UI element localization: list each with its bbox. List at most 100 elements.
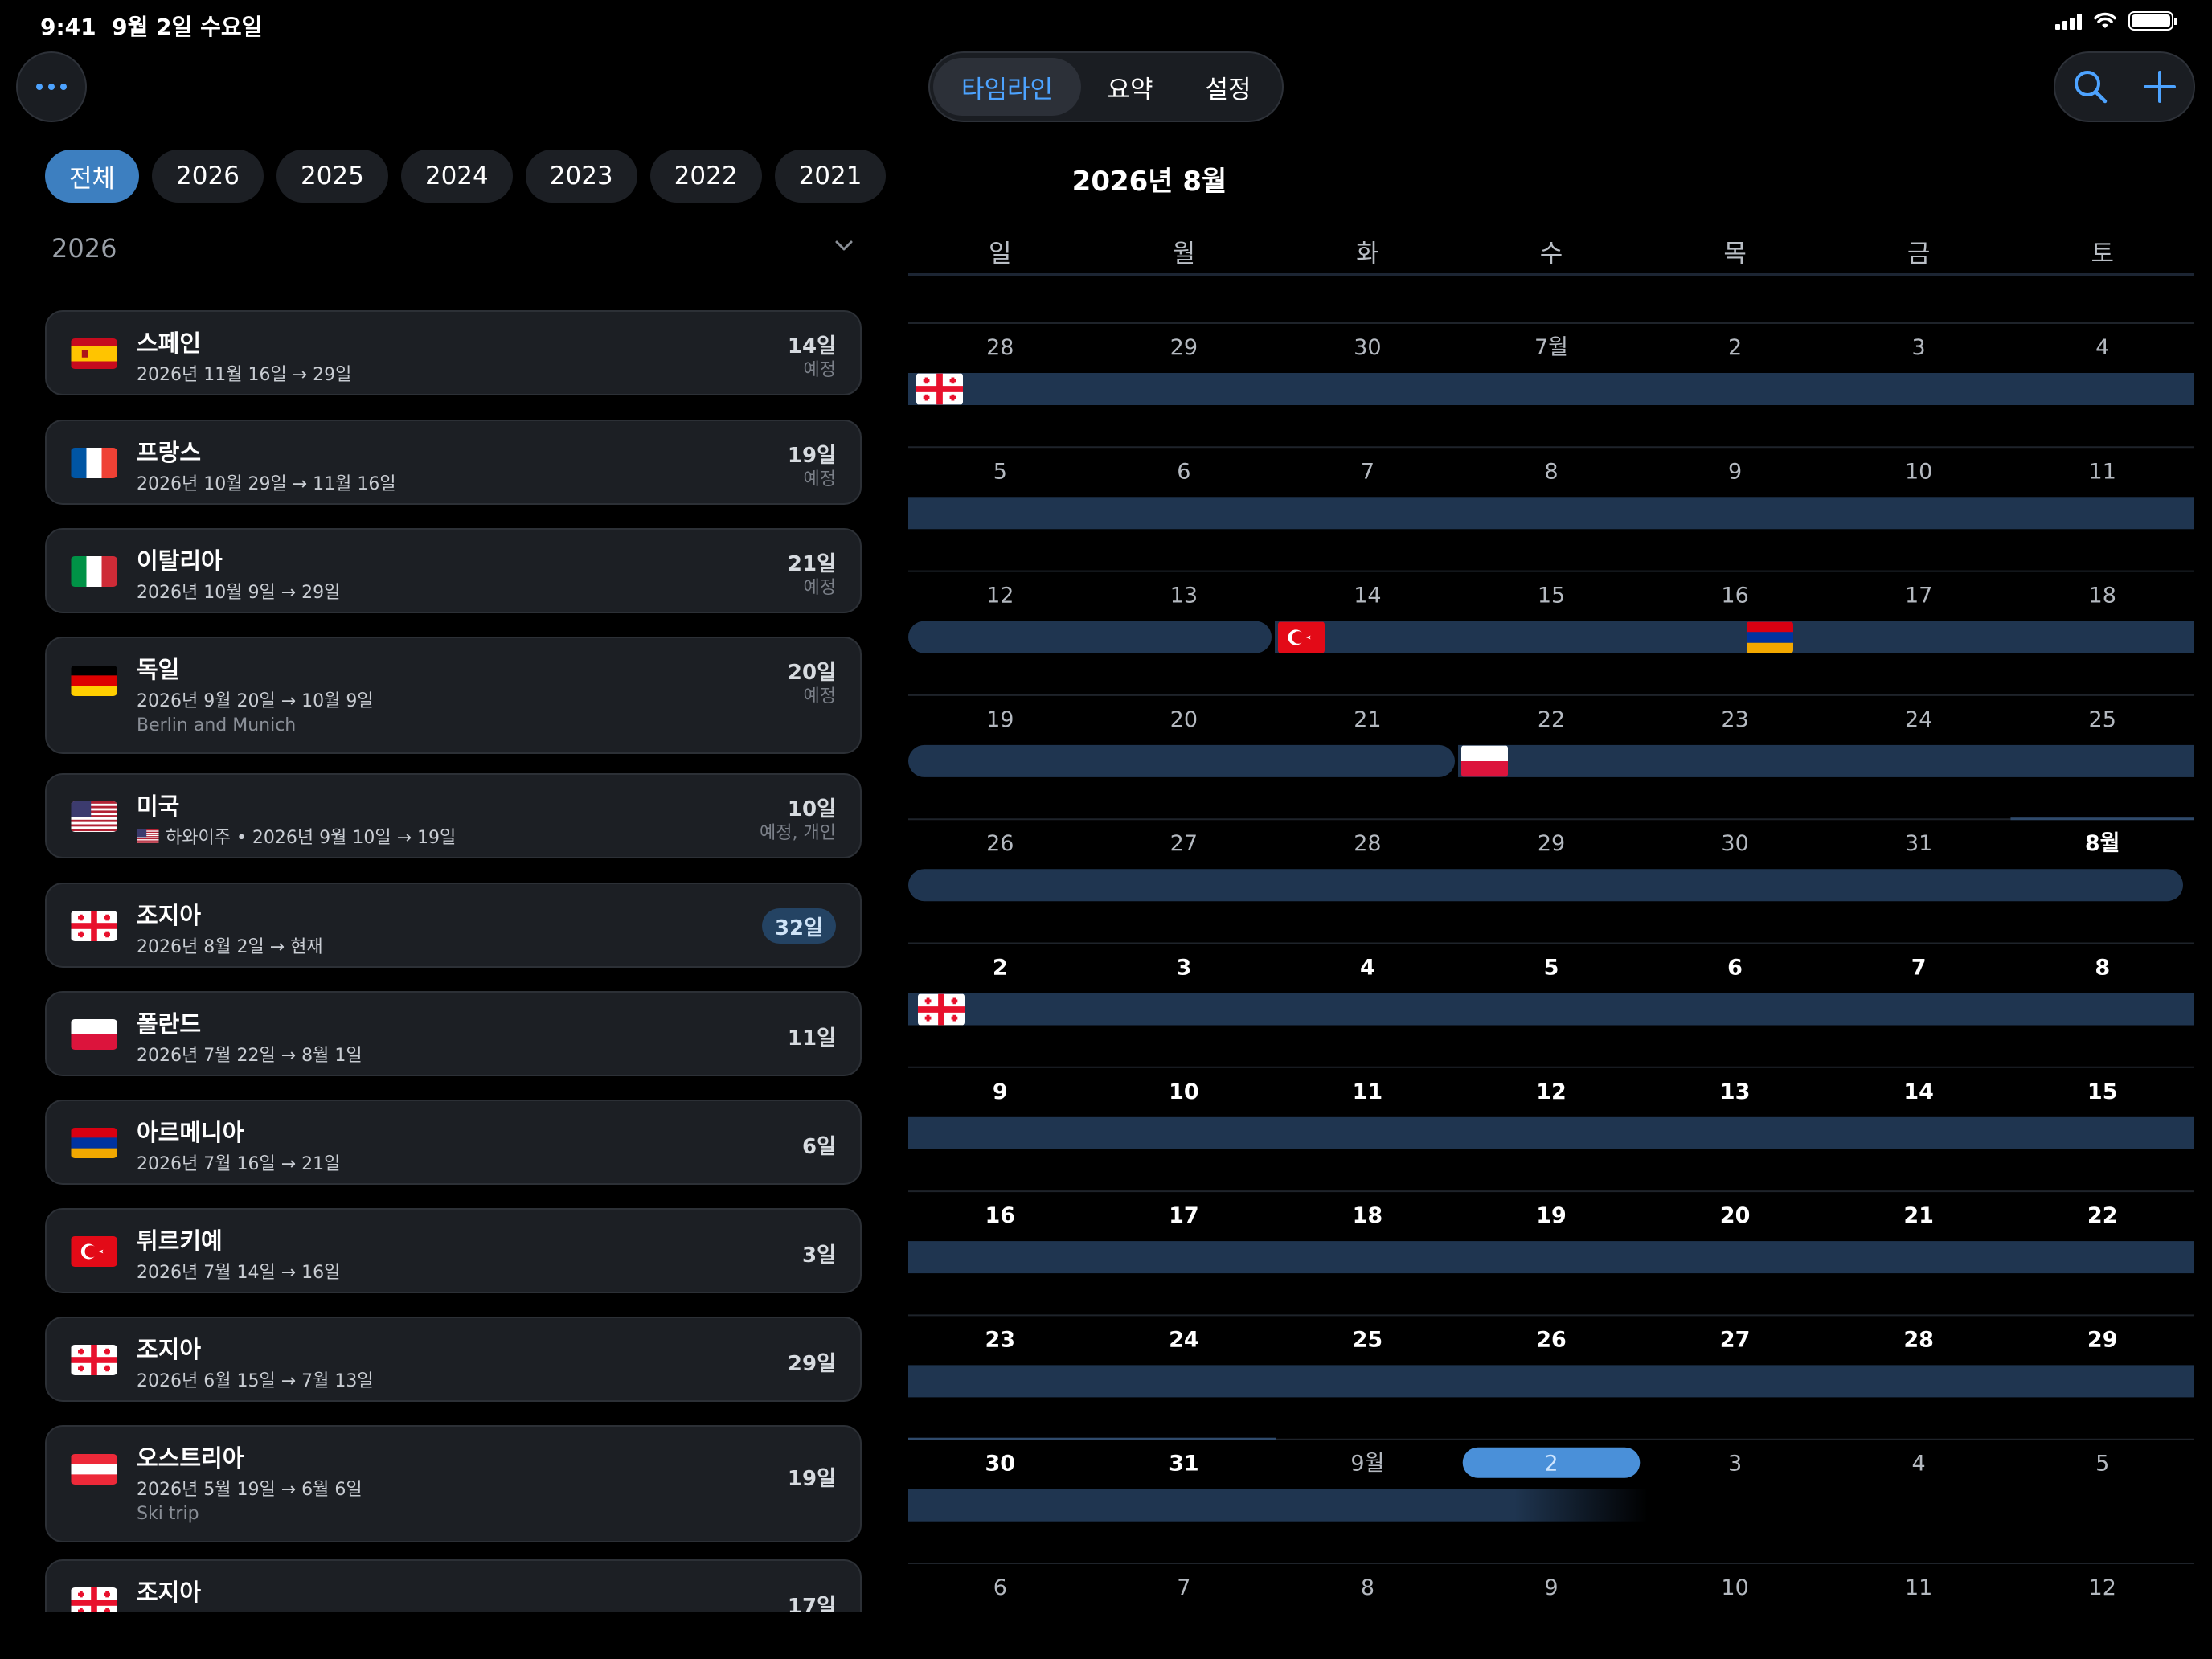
calendar-day-number[interactable]: 21 xyxy=(1354,707,1381,732)
calendar-day-number[interactable]: 27 xyxy=(1170,831,1198,856)
calendar-day-number[interactable]: 15 xyxy=(2087,1079,2118,1104)
calendar-day-number[interactable]: 13 xyxy=(1170,584,1198,608)
tab-summary[interactable]: 요약 xyxy=(1107,75,1153,104)
calendar-day-number[interactable]: 8 xyxy=(2095,956,2110,981)
calendar-day-number[interactable]: 4 xyxy=(2095,335,2109,360)
calendar-day-number[interactable]: 9월 xyxy=(1350,1452,1384,1477)
chevron-down-icon[interactable] xyxy=(834,240,854,252)
calendar-day-number[interactable]: 24 xyxy=(1905,707,1932,732)
calendar-day-number[interactable]: 7 xyxy=(1911,956,1927,981)
calendar-day-number[interactable]: 31 xyxy=(1905,831,1932,856)
calendar-day-number[interactable]: 14 xyxy=(1354,584,1381,608)
trip-bar-georgia[interactable] xyxy=(908,993,2194,1026)
calendar-day-number[interactable]: 25 xyxy=(2089,707,2116,732)
calendar-day-number[interactable]: 31 xyxy=(1169,1452,1199,1477)
trip-card[interactable]: 스페인 2026년 11월 16일 → 29일 14일 예정 xyxy=(45,310,862,395)
trip-bar-georgia[interactable] xyxy=(908,1116,2194,1149)
trip-card[interactable]: 미국 하와이주 • 2026년 9월 10일 → 19일 10일 예정, 개인 xyxy=(45,773,862,858)
filter-chip-year[interactable]: 2023 xyxy=(525,150,637,203)
calendar-day-number[interactable]: 12 xyxy=(1536,1079,1567,1104)
filter-chip-all[interactable]: 전체 xyxy=(45,150,140,203)
calendar-day-number[interactable]: 21 xyxy=(1903,1203,1934,1228)
calendar-day-number[interactable]: 27 xyxy=(1720,1327,1751,1352)
calendar-day-number[interactable]: 29 xyxy=(1170,335,1198,360)
calendar-day-number[interactable]: 11 xyxy=(2089,459,2116,484)
trip-card[interactable]: 폴란드 2026년 7월 22일 → 8월 1일 11일 xyxy=(45,991,862,1076)
calendar-day-number[interactable]: 9 xyxy=(1728,459,1742,484)
trip-card[interactable]: 이탈리아 2026년 10월 9일 → 29일 21일 예정 xyxy=(45,528,862,613)
calendar-day-number[interactable]: 25 xyxy=(1353,1327,1383,1352)
trip-bar-georgia[interactable] xyxy=(908,497,2194,530)
calendar-day-number[interactable]: 16 xyxy=(1721,584,1748,608)
calendar-day-number[interactable]: 11 xyxy=(1353,1079,1383,1104)
calendar-day-number[interactable]: 16 xyxy=(985,1203,1015,1228)
calendar-day-number[interactable]: 20 xyxy=(1720,1203,1751,1228)
trip-bar-georgia[interactable] xyxy=(908,1241,2194,1274)
calendar-day-number[interactable]: 28 xyxy=(1903,1327,1934,1352)
calendar-day-number[interactable]: 8 xyxy=(1361,1575,1374,1600)
calendar-day-number[interactable]: 9 xyxy=(1544,1575,1558,1600)
calendar-day-number[interactable]: 12 xyxy=(2089,1575,2116,1600)
calendar-day-number[interactable]: 14 xyxy=(1903,1079,1934,1104)
calendar-day-number[interactable]: 5 xyxy=(1544,956,1559,981)
calendar-day-number[interactable]: 17 xyxy=(1169,1203,1199,1228)
calendar-day-number[interactable]: 7월 xyxy=(1534,335,1568,360)
calendar-day-number[interactable]: 2 xyxy=(1728,335,1742,360)
calendar-day-number[interactable]: 23 xyxy=(985,1327,1015,1352)
filter-chip-year[interactable]: 2026 xyxy=(152,150,264,203)
calendar-day-number[interactable]: 18 xyxy=(2089,584,2116,608)
calendar-day-number[interactable]: 10 xyxy=(1905,459,1932,484)
calendar-day-number[interactable]: 22 xyxy=(2087,1203,2118,1228)
trip-card[interactable]: 아르메니아 2026년 7월 16일 → 21일 6일 xyxy=(45,1100,862,1185)
search-icon[interactable] xyxy=(2071,68,2110,106)
filter-chip-year[interactable]: 2025 xyxy=(276,150,388,203)
calendar-day-number[interactable]: 3 xyxy=(1176,956,1191,981)
calendar-day-number[interactable]: 30 xyxy=(1354,335,1381,360)
calendar-day-number[interactable]: 2 xyxy=(993,956,1008,981)
calendar-day-number[interactable]: 6 xyxy=(1727,956,1743,981)
tab-timeline[interactable]: 타임라인 xyxy=(933,58,1081,116)
trip-card[interactable]: 오스트리아 2026년 5월 19일 → 6월 6일 Ski trip 19일 xyxy=(45,1425,862,1542)
calendar-day-number[interactable]: 28 xyxy=(986,335,1014,360)
calendar-day-number[interactable]: 8월 xyxy=(2085,831,2120,856)
calendar-day-number[interactable]: 26 xyxy=(1536,1327,1567,1352)
trip-bar-armenia[interactable] xyxy=(1744,621,2194,653)
add-icon[interactable] xyxy=(2142,69,2177,104)
trip-card[interactable]: 프랑스 2026년 10월 29일 → 11월 16일 19일 예정 xyxy=(45,420,862,505)
calendar-day-number[interactable]: 10 xyxy=(1721,1575,1748,1600)
trip-bar-georgia[interactable] xyxy=(908,373,2194,405)
trip-bar-georgia-current[interactable] xyxy=(908,1489,1648,1522)
calendar-day-number[interactable]: 26 xyxy=(986,831,1014,856)
calendar-day-number[interactable]: 5 xyxy=(993,459,1007,484)
calendar-day-number[interactable]: 22 xyxy=(1538,707,1565,732)
trip-bar-georgia[interactable] xyxy=(908,621,1272,653)
calendar-day-number[interactable]: 15 xyxy=(1538,584,1565,608)
calendar-day-number[interactable]: 3 xyxy=(1912,335,1926,360)
calendar-day-number[interactable]: 29 xyxy=(1538,831,1565,856)
trip-bar-poland[interactable] xyxy=(908,869,2183,902)
more-options-button[interactable] xyxy=(16,51,87,122)
calendar-day-number[interactable]: 12 xyxy=(986,584,1014,608)
trip-bar-georgia[interactable] xyxy=(908,1365,2194,1398)
calendar-day-number[interactable]: 4 xyxy=(1360,956,1375,981)
filter-chip-year[interactable]: 2024 xyxy=(400,150,513,203)
calendar-day-number[interactable]: 10 xyxy=(1169,1079,1199,1104)
trip-card[interactable]: 튀르키예 2026년 7월 14일 → 16일 3일 xyxy=(45,1208,862,1293)
calendar-day-number[interactable]: 3 xyxy=(1728,1452,1742,1477)
trip-card[interactable]: 조지아 17일 xyxy=(45,1559,862,1612)
calendar-day-number[interactable]: 5 xyxy=(2095,1452,2109,1477)
trip-bar-poland[interactable] xyxy=(1458,744,2194,777)
trip-card[interactable]: 조지아 2026년 6월 15일 → 7월 13일 29일 xyxy=(45,1317,862,1402)
calendar-day-number[interactable]: 18 xyxy=(1353,1203,1383,1228)
trip-card[interactable]: 조지아 2026년 8월 2일 → 현재 32일 xyxy=(45,883,862,968)
calendar-day-number[interactable]: 24 xyxy=(1169,1327,1199,1352)
calendar-day-number[interactable]: 30 xyxy=(985,1452,1015,1477)
filter-chip-year[interactable]: 2021 xyxy=(774,150,887,203)
calendar-day-number[interactable]: 4 xyxy=(1912,1452,1926,1477)
calendar-day-number[interactable]: 11 xyxy=(1905,1575,1932,1600)
calendar-day-number[interactable]: 8 xyxy=(1544,459,1558,484)
calendar-day-number[interactable]: 7 xyxy=(1361,459,1374,484)
calendar-day-number[interactable]: 23 xyxy=(1721,707,1748,732)
calendar-day-number[interactable]: 2 xyxy=(1544,1452,1558,1477)
filter-chip-year[interactable]: 2022 xyxy=(649,150,762,203)
